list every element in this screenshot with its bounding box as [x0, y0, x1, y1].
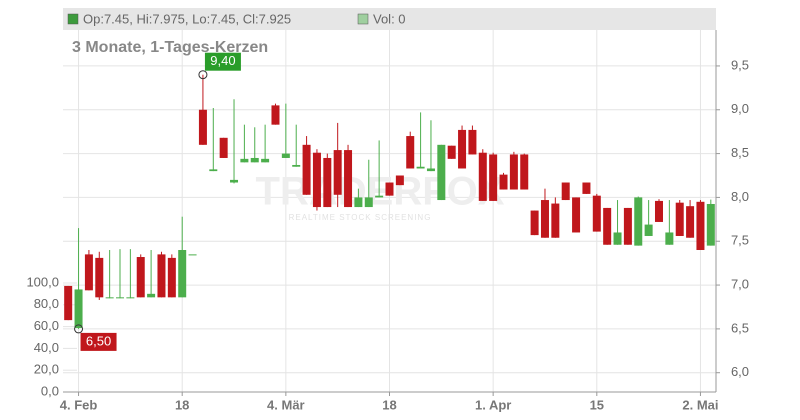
x-tick-label: 2. Mai: [682, 397, 718, 412]
candle-body: [634, 197, 643, 246]
candle-body: [271, 105, 280, 125]
x-tick-label: 4. Feb: [60, 397, 98, 412]
candle-body: [74, 289, 83, 329]
y2-tick-label: 100,0: [26, 274, 59, 289]
y-tick-label: 9,0: [731, 101, 749, 116]
candle-body: [105, 297, 114, 299]
candle-body: [706, 203, 715, 246]
legend-bar: [63, 8, 716, 30]
legend-swatch: [67, 13, 79, 25]
candle-body: [561, 182, 570, 201]
y-tick-label: 9,5: [731, 57, 749, 72]
candle-body: [312, 152, 321, 208]
candle-body: [126, 297, 135, 299]
candle-body: [375, 195, 384, 198]
candle-body: [582, 182, 591, 194]
candle-body: [540, 200, 549, 238]
candle-body: [603, 207, 612, 245]
x-tick-label: 4. Mär: [267, 397, 305, 412]
y2-tick-label: 60,0: [34, 318, 59, 333]
candle-body: [219, 137, 228, 158]
candle-body: [178, 250, 187, 298]
candle-body: [499, 174, 508, 190]
candle-body: [623, 207, 632, 245]
annotation-box: [80, 332, 117, 351]
legend-label: Op:7.45, Hi:7.975, Lo:7.45, Cl:7.925: [83, 11, 291, 26]
candle-body: [147, 293, 156, 298]
y-tick-label: 7,0: [731, 277, 749, 292]
candle-body: [261, 158, 270, 163]
legend-swatch: [357, 13, 369, 25]
candle-body: [250, 157, 259, 163]
candle-body: [696, 201, 705, 251]
candle-body: [437, 144, 446, 201]
candle-body: [136, 257, 145, 298]
candle-body: [686, 206, 695, 238]
x-tick-label: 18: [175, 397, 189, 412]
candle-body: [281, 153, 290, 158]
y2-tick-label: 80,0: [34, 296, 59, 311]
candle-body: [458, 129, 467, 169]
candle-body: [572, 197, 581, 233]
candle-body: [613, 232, 622, 245]
y2-tick-label: 40,0: [34, 340, 59, 355]
annotation-box: [204, 52, 241, 71]
y-tick-label: 6,5: [731, 320, 749, 335]
candle-body: [364, 197, 373, 208]
candle-body: [468, 129, 477, 155]
y-tick-label: 7,5: [731, 233, 749, 248]
candle-body: [406, 136, 415, 169]
candle-body: [426, 168, 435, 172]
candle-body: [354, 197, 363, 208]
x-tick-label: 15: [590, 397, 604, 412]
candle-body: [333, 150, 342, 195]
candle-body: [478, 152, 487, 201]
y-tick-label: 8,0: [731, 189, 749, 204]
candle-body: [209, 169, 218, 172]
candle-body: [188, 254, 197, 256]
candle-body: [323, 157, 332, 208]
candle-body: [167, 257, 176, 298]
x-tick-label: 1. Apr: [475, 397, 511, 412]
annotation-label: 9,40: [210, 53, 235, 68]
watermark-subtitle: REALTIME STOCK SCREENING: [289, 213, 432, 222]
candle-body: [385, 182, 394, 196]
candle-body: [644, 224, 653, 236]
candle-body: [675, 202, 684, 236]
annotation-marker: [198, 70, 208, 80]
candle-body: [157, 254, 166, 298]
candle-body: [416, 166, 425, 169]
candle-body: [592, 195, 601, 232]
y-tick-label: 8,5: [731, 145, 749, 160]
annotation-marker: [74, 324, 84, 334]
y-tick-label: 6,0: [731, 364, 749, 379]
candle-body: [665, 232, 674, 245]
y2-tick-label: 0,0: [41, 383, 59, 398]
candle-body: [240, 158, 249, 163]
legend-label: Vol: 0: [373, 11, 406, 26]
candle-body: [489, 154, 498, 201]
candle-body: [64, 285, 73, 321]
candle-body: [447, 145, 456, 159]
candle-body: [198, 109, 207, 145]
candle-body: [520, 154, 529, 190]
candle-body: [292, 164, 301, 167]
watermark-title: TRADERFOX: [256, 170, 505, 214]
candle-body: [344, 150, 353, 208]
candle-body: [302, 144, 311, 195]
candle-body: [116, 297, 125, 299]
y2-tick-label: 20,0: [34, 362, 59, 377]
candle-body: [84, 254, 93, 291]
candle-body: [530, 210, 539, 236]
chart-title: 3 Monate, 1-Tages-Kerzen: [72, 39, 268, 56]
x-tick-label: 18: [382, 397, 396, 412]
candle-body: [95, 257, 104, 298]
annotation-label: 6,50: [86, 333, 111, 348]
candle-body: [551, 203, 560, 238]
candle-body: [654, 200, 663, 222]
candle-body: [509, 154, 518, 190]
candle-body: [230, 179, 239, 183]
candle-body: [395, 175, 404, 186]
